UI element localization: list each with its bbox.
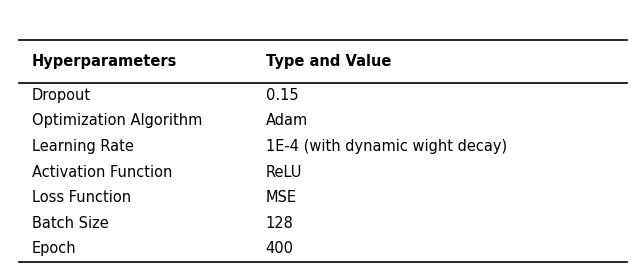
Text: Adam: Adam [266,113,308,128]
Text: 0.15: 0.15 [266,88,298,103]
Text: Learning Rate: Learning Rate [32,139,134,154]
Text: Dropout: Dropout [32,88,91,103]
Text: Loss Function: Loss Function [32,190,131,205]
Text: Hyperparameters: Hyperparameters [32,54,177,69]
Text: Epoch: Epoch [32,241,77,256]
Text: Activation Function: Activation Function [32,164,172,180]
Text: ReLU: ReLU [266,164,302,180]
Text: 128: 128 [266,216,294,231]
Text: Optimization Algorithm: Optimization Algorithm [32,113,202,128]
Text: 400: 400 [266,241,294,256]
Text: 1E-4 (with dynamic wight decay): 1E-4 (with dynamic wight decay) [266,139,507,154]
Text: Batch Size: Batch Size [32,216,109,231]
Text: MSE: MSE [266,190,296,205]
Text: Type and Value: Type and Value [266,54,391,69]
